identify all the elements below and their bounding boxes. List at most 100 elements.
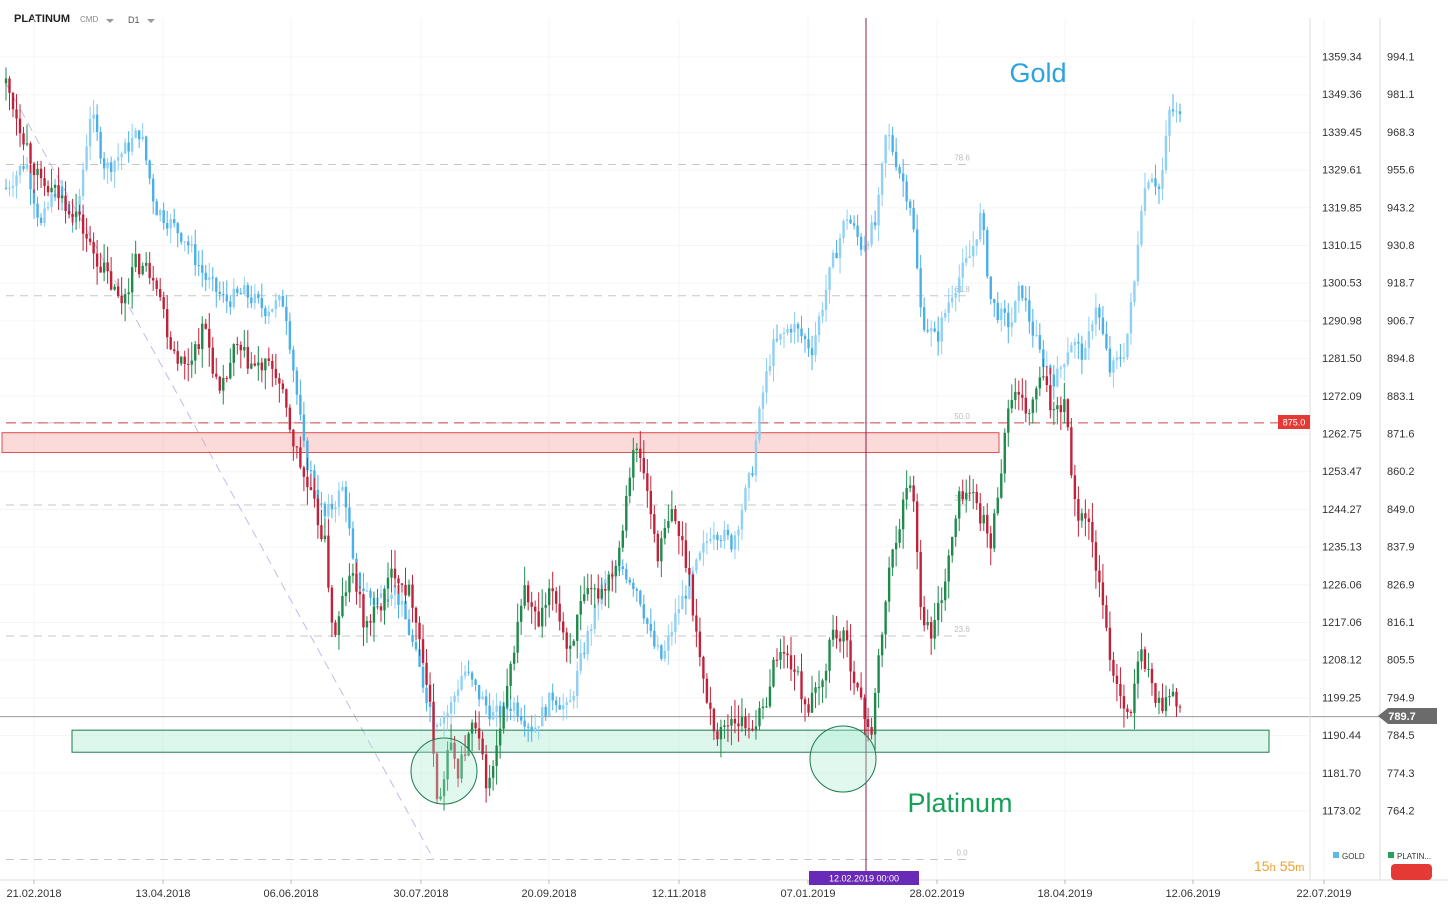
platinum-candle	[411, 584, 414, 608]
platinum-candle	[351, 573, 355, 576]
platinum-candle	[639, 448, 642, 459]
gold-candle	[569, 700, 572, 703]
platinum-candle	[330, 587, 334, 623]
gold-candle	[772, 339, 775, 366]
platinum-candle	[78, 211, 81, 215]
platinum-axis-tick: 764.2	[1387, 806, 1415, 818]
bottom-marker-circle[interactable]	[809, 725, 877, 793]
gold-candle	[123, 142, 127, 154]
platinum-candle	[313, 490, 316, 499]
symbol-selector[interactable]: PLATINUM	[14, 13, 71, 25]
platinum-candle	[933, 620, 936, 639]
gold-axis-tick: 1339.45	[1322, 127, 1362, 139]
gold-axis-tick: 1253.47	[1322, 466, 1362, 478]
timeframe-selector[interactable]: D1	[128, 15, 140, 25]
gold-candle	[215, 277, 218, 292]
platinum-candle	[922, 607, 926, 626]
platinum-candle	[519, 605, 523, 622]
platinum-candle	[1108, 627, 1112, 660]
support-zone[interactable]	[71, 729, 1270, 753]
gold-candle	[120, 153, 123, 158]
gold-candle	[533, 727, 537, 732]
gold-candle	[597, 604, 600, 606]
gold-candle	[43, 208, 46, 223]
gold-candle	[842, 221, 845, 238]
chevron-down-icon[interactable]	[106, 19, 114, 23]
gold-candle	[1147, 182, 1150, 189]
platinum-candle	[81, 214, 85, 234]
gold-candle	[516, 702, 519, 717]
alert-button[interactable]	[1391, 864, 1432, 880]
platinum-candle	[737, 723, 740, 727]
platinum-candle	[558, 603, 561, 622]
gold-candle	[1101, 317, 1105, 334]
platinum-candle	[695, 615, 698, 632]
platinum-candle	[681, 536, 684, 541]
gold-candle	[158, 210, 162, 216]
platinum-candles	[4, 67, 1182, 811]
platinum-candle	[996, 497, 999, 514]
platinum-axis-tick: 774.3	[1387, 768, 1415, 780]
gold-candle	[761, 392, 765, 409]
gold-axis-tick: 1262.75	[1322, 429, 1362, 441]
platinum-candle	[57, 185, 60, 199]
platinum-candle	[502, 706, 505, 729]
platinum-candle	[800, 671, 803, 700]
gold-candle	[309, 470, 313, 472]
platinum-candle	[905, 487, 908, 500]
gold-candle	[474, 679, 477, 686]
platinum-candle	[99, 266, 102, 273]
gold-axis-tick: 1173.02	[1322, 806, 1361, 818]
platinum-candle	[597, 588, 600, 599]
platinum-candle	[358, 591, 362, 595]
time-axis-tick: 06.06.2018	[263, 888, 318, 900]
gold-candle	[1164, 135, 1168, 170]
platinum-candle	[1014, 391, 1017, 400]
gold-candle	[411, 634, 414, 642]
platinum-candle	[246, 346, 250, 369]
gold-candle	[1140, 210, 1143, 245]
platinum-candle	[1000, 473, 1003, 498]
gold-candle	[1175, 111, 1178, 113]
gold-candle	[898, 167, 901, 174]
gold-candle	[775, 339, 779, 341]
platinum-candle	[218, 376, 221, 391]
gold-candle	[330, 503, 334, 510]
gold-candle	[740, 510, 744, 530]
platinum-candle	[951, 536, 954, 556]
bottom-marker-circle[interactable]	[410, 737, 478, 805]
gold-axis-tick: 1290.98	[1322, 315, 1362, 327]
platinum-candle	[1175, 691, 1178, 707]
platinum-candle	[1028, 412, 1031, 414]
gold-candle	[526, 726, 530, 728]
gold-candle	[299, 394, 302, 415]
platinum-candle	[197, 344, 200, 350]
gold-candle	[1136, 244, 1140, 282]
platinum-candle	[418, 622, 421, 640]
gold-candle	[996, 302, 999, 320]
platinum-candle	[1147, 668, 1150, 670]
platinum-candle	[698, 631, 702, 658]
gold-candle	[512, 702, 516, 711]
platinum-candle	[169, 337, 172, 350]
platinum-candle	[667, 521, 670, 528]
platinum-candle	[260, 362, 264, 371]
chevron-down-icon[interactable]	[147, 19, 155, 23]
gold-axis-tick: 1272.09	[1322, 391, 1362, 403]
gold-candle	[1028, 300, 1031, 322]
platinum-candle	[1031, 399, 1035, 413]
platinum-candle	[947, 555, 950, 582]
gold-candle	[993, 299, 996, 303]
gold-candle	[463, 671, 467, 676]
resistance-zone[interactable]	[1, 432, 1000, 454]
platinum-candle	[1056, 405, 1059, 410]
gold-candle	[393, 585, 397, 595]
platinum-axis-tick: 943.2	[1387, 202, 1415, 214]
platinum-candle	[761, 706, 765, 709]
platinum-candle	[151, 277, 155, 281]
gold-candle	[915, 229, 919, 269]
platinum-candle	[873, 692, 877, 735]
platinum-candle	[688, 567, 691, 575]
gold-candle	[845, 219, 849, 222]
